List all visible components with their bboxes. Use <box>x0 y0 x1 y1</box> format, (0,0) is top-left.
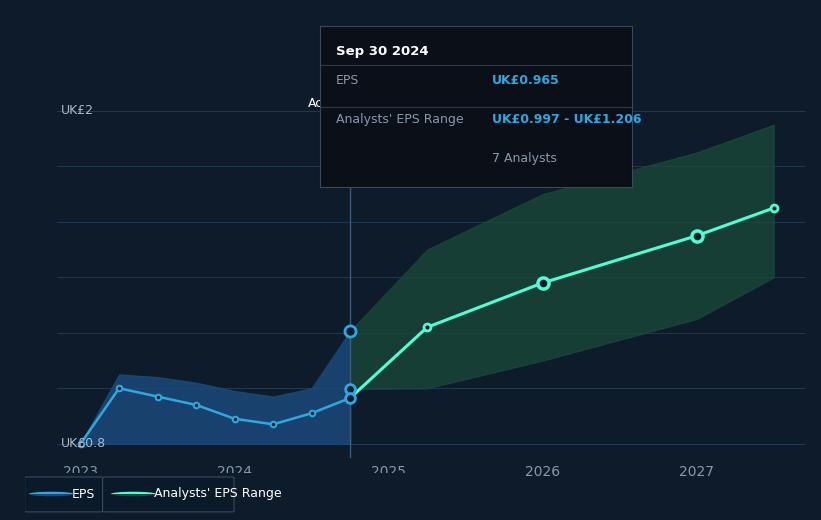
Text: Analysts' EPS Range: Analysts' EPS Range <box>336 113 463 126</box>
FancyBboxPatch shape <box>103 477 234 512</box>
Text: Actual: Actual <box>308 97 347 110</box>
Wedge shape <box>29 494 74 496</box>
Text: 7 Analysts: 7 Analysts <box>492 152 557 165</box>
Text: UK£2: UK£2 <box>61 105 94 118</box>
Text: UK£0.8: UK£0.8 <box>61 437 106 450</box>
Wedge shape <box>111 492 156 494</box>
Text: EPS: EPS <box>336 74 359 87</box>
Wedge shape <box>29 492 74 494</box>
Text: Sep 30 2024: Sep 30 2024 <box>336 45 429 58</box>
Wedge shape <box>111 494 156 496</box>
Text: UK£0.997 - UK£1.206: UK£0.997 - UK£1.206 <box>492 113 641 126</box>
Text: Analysts Forecasts: Analysts Forecasts <box>356 97 473 110</box>
Text: Analysts' EPS Range: Analysts' EPS Range <box>154 488 282 500</box>
Text: UK£0.965: UK£0.965 <box>492 74 560 87</box>
FancyBboxPatch shape <box>25 477 103 512</box>
Text: EPS: EPS <box>72 488 95 500</box>
